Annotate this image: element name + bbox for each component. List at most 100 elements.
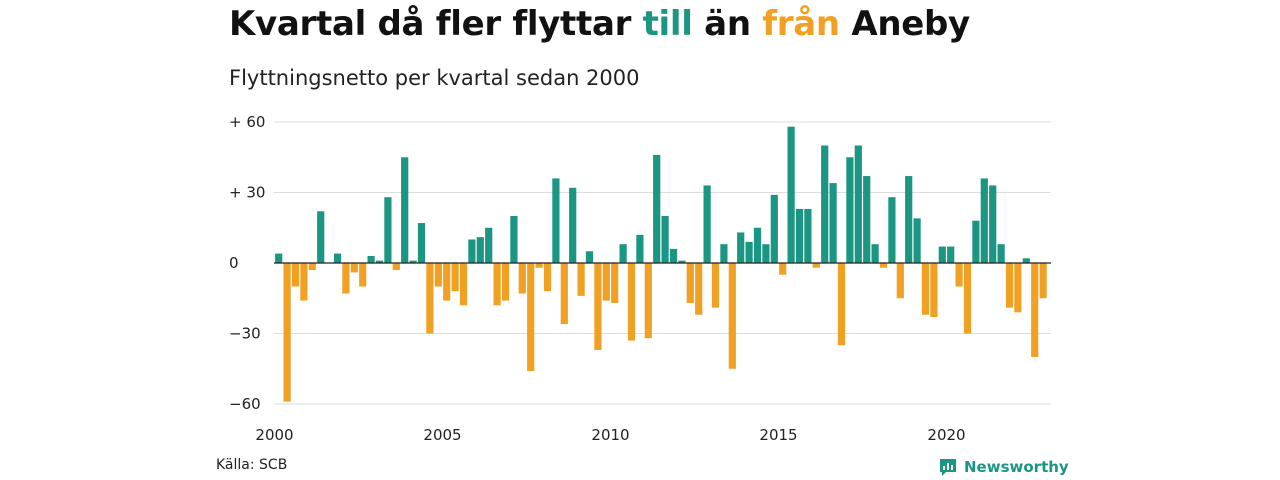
bar — [602, 263, 610, 301]
bar — [291, 263, 300, 287]
bar — [787, 126, 795, 263]
bar — [510, 216, 518, 263]
bar — [737, 232, 745, 263]
bar — [686, 263, 694, 303]
bar — [812, 263, 820, 268]
bar — [476, 237, 484, 263]
bar — [468, 239, 476, 263]
bar — [711, 263, 720, 308]
bar — [829, 183, 837, 263]
bar — [459, 263, 468, 306]
bar — [493, 263, 501, 306]
bar — [972, 220, 980, 263]
bar — [409, 260, 417, 263]
chart-subtitle: Flyttningsnetto per kvartal sedan 2000 — [229, 66, 640, 90]
bar — [745, 241, 753, 263]
bar — [585, 251, 594, 263]
x-tick-label: 2010 — [591, 426, 629, 444]
y-tick-label: −60 — [229, 395, 261, 413]
bar — [375, 260, 384, 263]
title-part-3: Aneby — [839, 4, 970, 44]
bar — [317, 211, 325, 263]
bar — [770, 194, 778, 263]
axes: + 60 + 30 0 −30 −60 2000 2005 2010 2015 2020 — [229, 113, 1051, 444]
bar — [779, 263, 787, 275]
bar — [527, 263, 535, 372]
x-tick-label: 2005 — [423, 426, 461, 444]
bar — [644, 263, 652, 339]
y-tick-label: + 60 — [229, 113, 265, 131]
x-tick-label: 2015 — [759, 426, 797, 444]
bar — [913, 218, 921, 263]
bar — [678, 260, 686, 263]
bar — [1022, 258, 1030, 263]
bar — [653, 154, 661, 263]
chart-title: Kvartal då fler flyttar till än från Ane… — [229, 4, 970, 44]
bar — [947, 246, 955, 263]
bar — [300, 263, 308, 301]
bar — [888, 197, 896, 263]
title-fran: från — [762, 4, 840, 44]
bar — [871, 244, 879, 263]
bar — [1039, 263, 1047, 299]
bar — [619, 244, 627, 263]
bar — [804, 208, 812, 263]
title-till: till — [642, 4, 693, 44]
bar — [821, 145, 829, 263]
bar — [594, 263, 602, 350]
bar — [392, 263, 400, 271]
bar — [384, 197, 392, 263]
bar — [577, 263, 585, 296]
bar — [359, 263, 367, 287]
bar — [989, 185, 997, 263]
bar — [963, 263, 972, 334]
bar — [451, 263, 459, 292]
bar — [661, 216, 669, 263]
bar — [930, 263, 938, 318]
bar — [518, 263, 526, 294]
bar — [1005, 263, 1014, 308]
y-tick-label: 0 — [229, 254, 239, 272]
bar — [720, 244, 728, 263]
bar — [695, 263, 703, 315]
x-tick-label: 2020 — [927, 426, 965, 444]
bar — [543, 263, 552, 292]
bar — [501, 263, 510, 301]
bar — [795, 208, 804, 263]
y-tick-label: −30 — [229, 325, 261, 343]
title-part-2: än — [692, 4, 763, 44]
gridlines — [274, 121, 1051, 405]
bar — [552, 178, 560, 263]
bar — [401, 157, 409, 263]
bar — [627, 263, 636, 341]
bar — [879, 263, 888, 268]
bar — [1031, 263, 1039, 357]
bar — [703, 185, 711, 263]
title-part-1: Kvartal då fler flyttar — [229, 4, 643, 44]
bar — [863, 176, 871, 263]
newsworthy-logo-icon — [940, 459, 956, 476]
source-note: Källa: SCB — [216, 457, 288, 473]
bar — [611, 263, 619, 303]
bar — [980, 178, 988, 263]
bar — [905, 176, 913, 263]
bar — [1014, 263, 1022, 313]
bar — [728, 263, 736, 369]
bar — [283, 263, 291, 402]
bar — [896, 263, 904, 299]
bar — [350, 263, 358, 273]
bar — [560, 263, 568, 325]
bar — [636, 234, 644, 263]
bar — [955, 263, 963, 287]
bar — [938, 246, 946, 263]
bar — [846, 157, 854, 263]
bar — [434, 263, 442, 287]
bar — [854, 145, 862, 263]
bar — [426, 263, 434, 334]
bar — [485, 227, 493, 263]
bar — [308, 263, 316, 271]
bar — [417, 223, 426, 263]
bar — [342, 263, 350, 294]
bar — [535, 263, 543, 268]
